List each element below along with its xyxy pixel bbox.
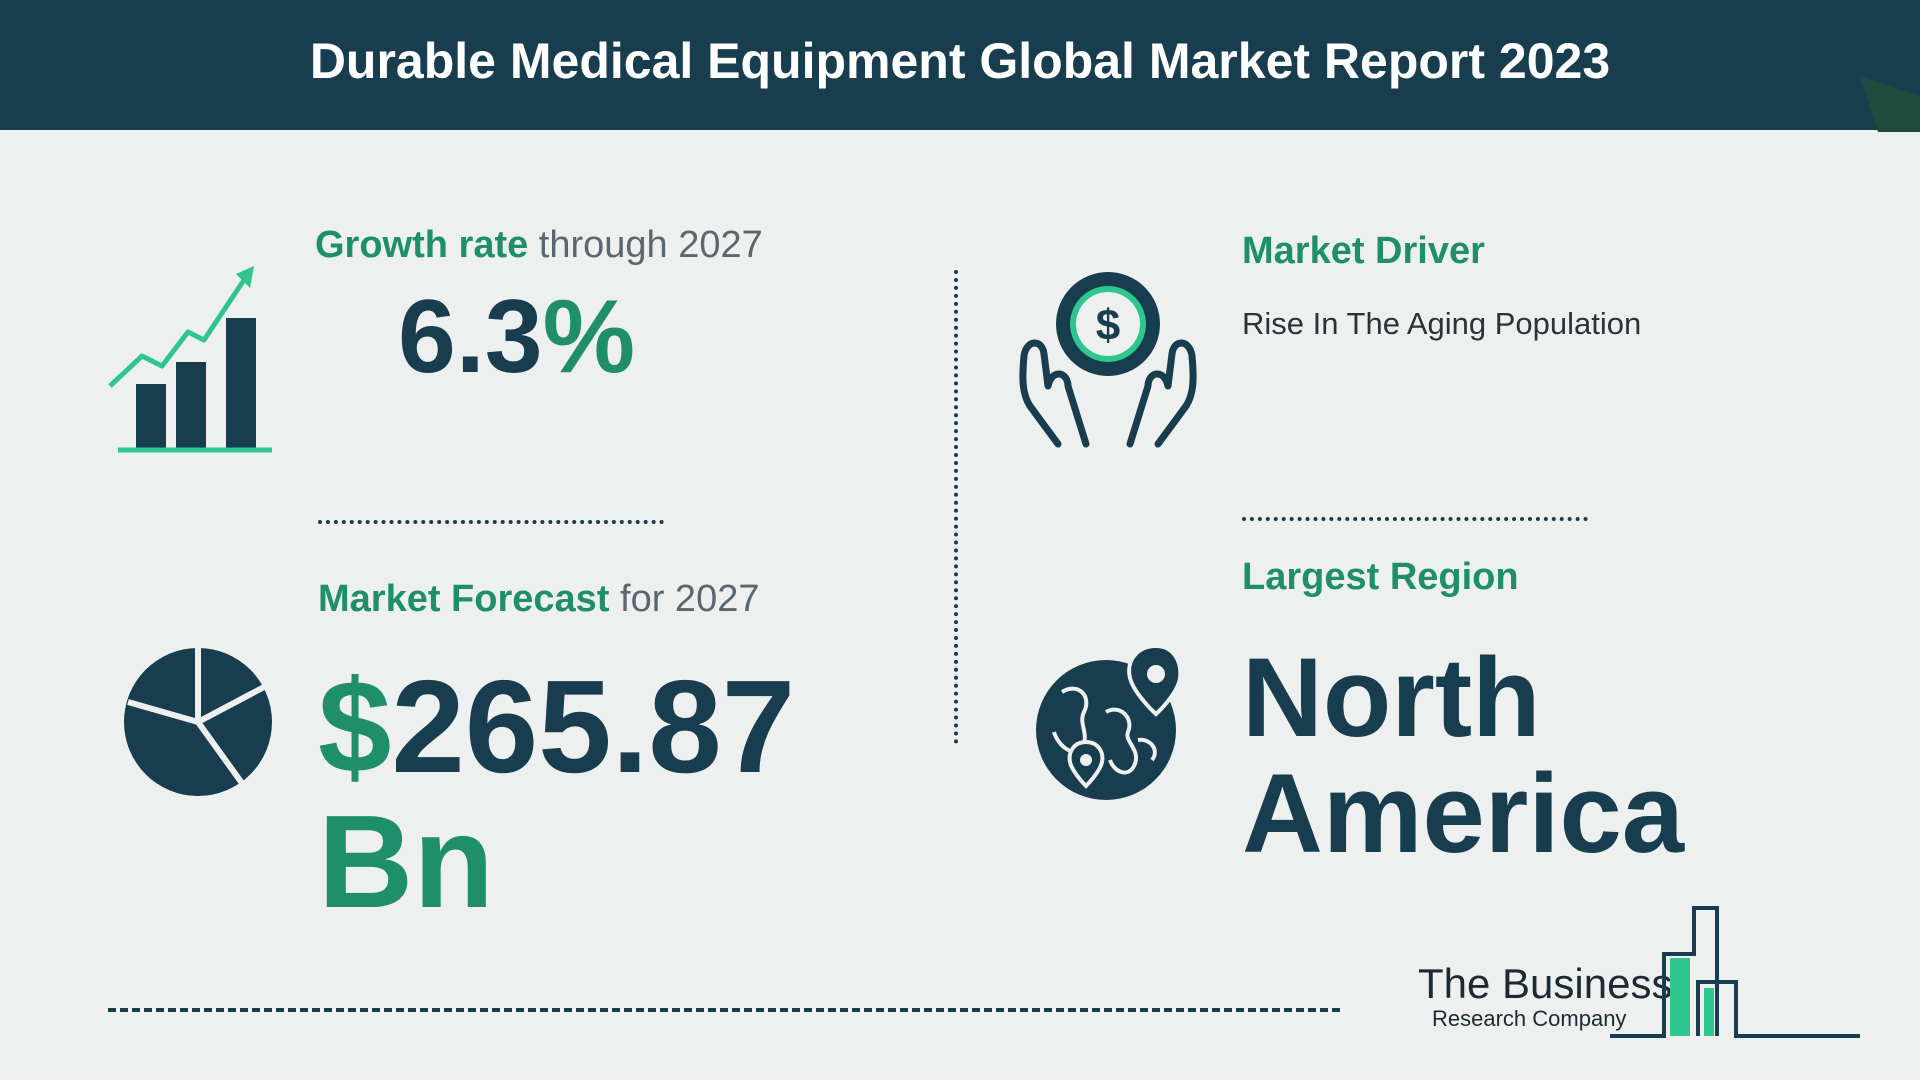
- pie-chart-icon: [124, 646, 272, 796]
- driver-heading: Market Driver: [1242, 230, 1485, 272]
- banner-corner-fold: [1860, 76, 1920, 132]
- page-title: Durable Medical Equipment Global Market …: [309, 33, 1611, 89]
- logo-subtitle: Research Company: [1432, 1006, 1627, 1031]
- growth-label: Growth rate through 2027: [315, 224, 763, 266]
- growth-rate-value: 6.3%: [398, 279, 636, 395]
- hands-holding-dollar-icon: $: [1019, 272, 1197, 448]
- globe-location-icon: [1036, 643, 1183, 800]
- divider-left: [318, 520, 664, 524]
- svg-text:$: $: [1096, 301, 1120, 350]
- logo-name: The Business: [1418, 960, 1673, 1007]
- driver-text: Rise In The Aging Population: [1242, 306, 1642, 341]
- region-value: North America: [1242, 635, 1685, 877]
- bottom-divider: [108, 1008, 1340, 1012]
- center-divider: [954, 270, 958, 744]
- region-heading: Largest Region: [1242, 556, 1519, 598]
- company-logo: The Business Research Company: [1410, 900, 1870, 1050]
- forecast-label: Market Forecast for 2027: [318, 578, 760, 620]
- divider-right: [1242, 517, 1588, 521]
- header-banner: [0, 0, 1920, 130]
- bar-chart-growth-icon: [108, 266, 272, 453]
- buildings-icon: [1610, 906, 1860, 1038]
- forecast-value: $265.87 Bn: [318, 653, 796, 935]
